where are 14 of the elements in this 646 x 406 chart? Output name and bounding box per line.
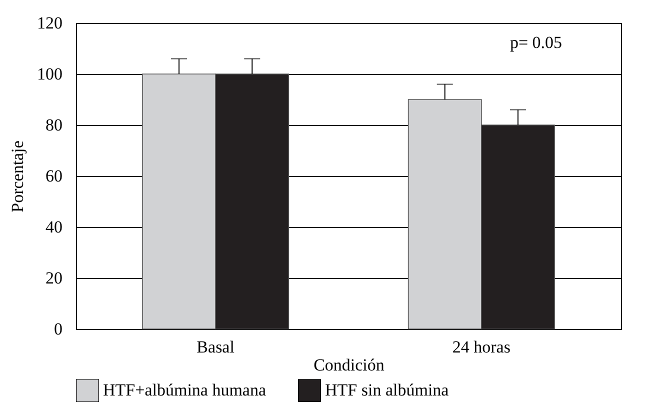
y-axis-title: Porcentaje xyxy=(8,140,27,212)
y-tick-label: 20 xyxy=(46,268,62,288)
y-tick-label: 120 xyxy=(37,14,62,32)
x-axis-title: Condición xyxy=(314,356,385,374)
legend-label: HTF+albúmina humana xyxy=(103,380,266,400)
y-tick-label: 0 xyxy=(54,320,62,338)
y-tick-label: 60 xyxy=(46,166,62,186)
y-tick-label: 80 xyxy=(46,116,62,134)
annotation: p= 0.05 xyxy=(510,33,562,52)
x-tick-label: Basal xyxy=(196,338,235,356)
x-tick-label: 24 horas xyxy=(452,338,510,356)
y-tick-label: 40 xyxy=(46,218,62,236)
y-tick-label: 100 xyxy=(37,64,62,84)
legend-label: HTF sin albúmina xyxy=(325,380,450,400)
